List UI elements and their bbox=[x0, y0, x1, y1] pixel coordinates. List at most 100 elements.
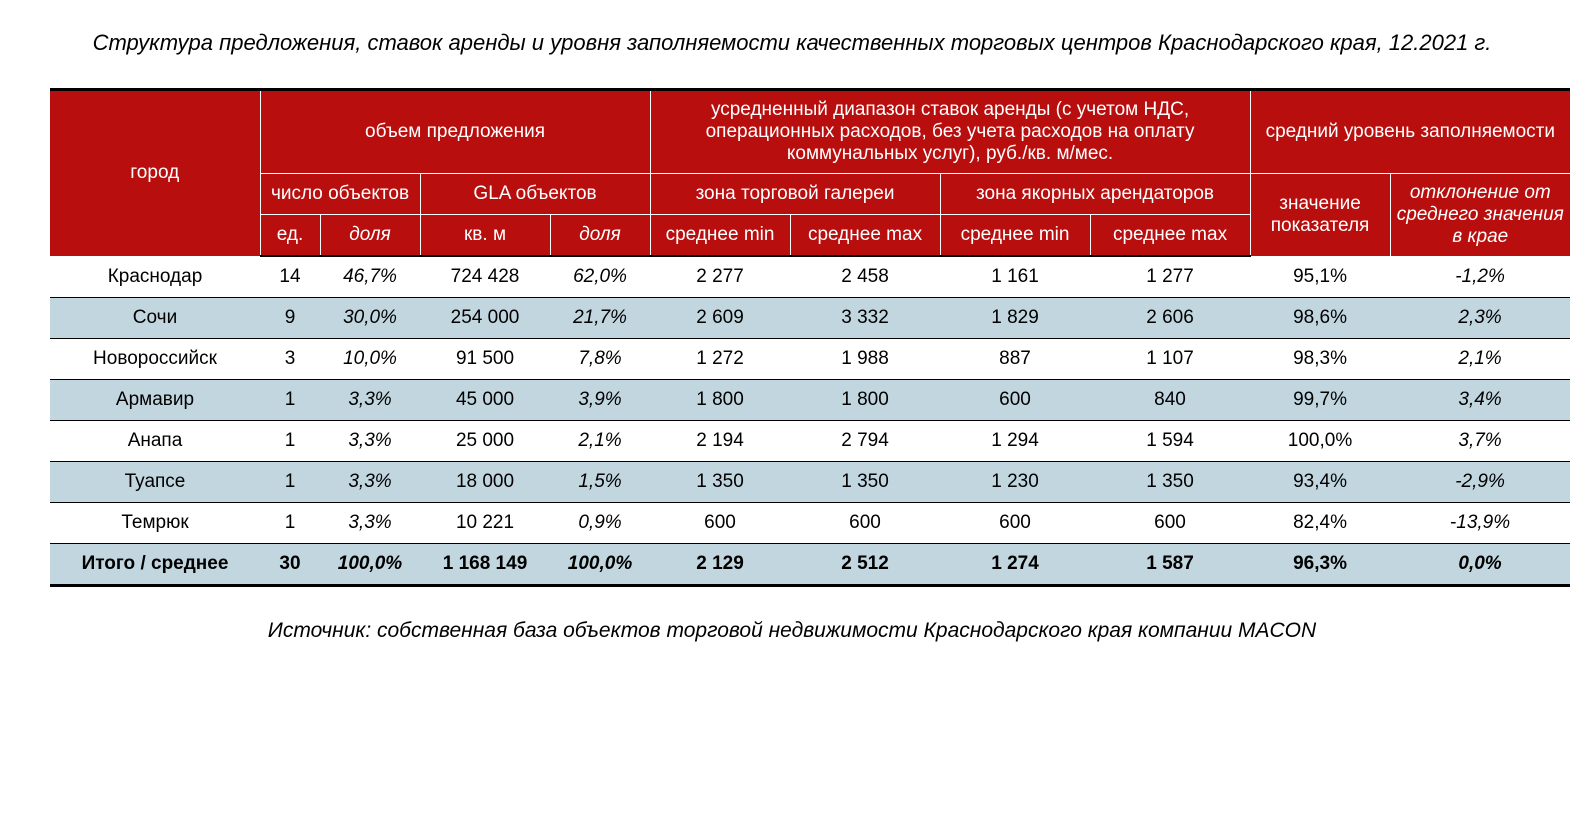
cell-amax: 1 587 bbox=[1090, 544, 1250, 586]
cell-n: 30 bbox=[260, 544, 320, 586]
cell-city: Туапсе bbox=[50, 462, 260, 503]
cell-amin: 1 294 bbox=[940, 421, 1090, 462]
cell-gmax: 3 332 bbox=[790, 298, 940, 339]
cell-amax: 1 107 bbox=[1090, 339, 1250, 380]
cell-amax: 2 606 bbox=[1090, 298, 1250, 339]
th-sqm: кв. м bbox=[420, 214, 550, 256]
cell-gmax: 2 458 bbox=[790, 256, 940, 298]
cell-city: Армавир bbox=[50, 380, 260, 421]
cell-dev: 2,3% bbox=[1390, 298, 1570, 339]
cell-n: 3 bbox=[260, 339, 320, 380]
cell-city: Анапа bbox=[50, 421, 260, 462]
cell-dev: 3,7% bbox=[1390, 421, 1570, 462]
cell-amin: 600 bbox=[940, 503, 1090, 544]
cell-nshare: 3,3% bbox=[320, 421, 420, 462]
cell-amin: 1 161 bbox=[940, 256, 1090, 298]
th-rates: усредненный диапазон ставок аренды (с уч… bbox=[650, 89, 1250, 173]
cell-n: 1 bbox=[260, 462, 320, 503]
cell-glashare: 2,1% bbox=[550, 421, 650, 462]
cell-val: 95,1% bbox=[1250, 256, 1390, 298]
cell-gla: 724 428 bbox=[420, 256, 550, 298]
cell-gla: 18 000 bbox=[420, 462, 550, 503]
cell-val: 82,4% bbox=[1250, 503, 1390, 544]
cell-amin: 1 829 bbox=[940, 298, 1090, 339]
cell-glashare: 100,0% bbox=[550, 544, 650, 586]
th-units: ед. bbox=[260, 214, 320, 256]
table-row: Краснодар1446,7%724 42862,0%2 2772 4581 … bbox=[50, 256, 1570, 298]
th-occupancy: средний уровень заполняемости bbox=[1250, 89, 1570, 173]
page-title: Структура предложения, ставок аренды и у… bbox=[67, 28, 1517, 58]
cell-n: 1 bbox=[260, 421, 320, 462]
cell-glashare: 0,9% bbox=[550, 503, 650, 544]
cell-nshare: 30,0% bbox=[320, 298, 420, 339]
th-avg-min-1: среднее min bbox=[650, 214, 790, 256]
table-row: Темрюк13,3%10 2210,9%60060060060082,4%-1… bbox=[50, 503, 1570, 544]
cell-city: Краснодар bbox=[50, 256, 260, 298]
th-supply: объем предложения bbox=[260, 89, 650, 173]
cell-amin: 600 bbox=[940, 380, 1090, 421]
th-value: значение показателя bbox=[1250, 173, 1390, 256]
th-city: город bbox=[50, 89, 260, 256]
th-share-1: доля bbox=[320, 214, 420, 256]
cell-nshare: 3,3% bbox=[320, 380, 420, 421]
th-share-2: доля bbox=[550, 214, 650, 256]
cell-dev: 2,1% bbox=[1390, 339, 1570, 380]
cell-city: Итого / среднее bbox=[50, 544, 260, 586]
cell-gmin: 2 277 bbox=[650, 256, 790, 298]
cell-gla: 45 000 bbox=[420, 380, 550, 421]
cell-amin: 887 bbox=[940, 339, 1090, 380]
cell-dev: -13,9% bbox=[1390, 503, 1570, 544]
cell-val: 98,3% bbox=[1250, 339, 1390, 380]
cell-gla: 25 000 bbox=[420, 421, 550, 462]
table-header: город объем предложения усредненный диап… bbox=[50, 89, 1570, 256]
th-objects: число объектов bbox=[260, 173, 420, 214]
th-gallery: зона торговой галереи bbox=[650, 173, 940, 214]
cell-gla: 91 500 bbox=[420, 339, 550, 380]
cell-gmax: 2 794 bbox=[790, 421, 940, 462]
data-table: город объем предложения усредненный диап… bbox=[50, 88, 1570, 588]
cell-city: Сочи bbox=[50, 298, 260, 339]
cell-amax: 600 bbox=[1090, 503, 1250, 544]
cell-gmin: 1 272 bbox=[650, 339, 790, 380]
th-gla: GLA объектов bbox=[420, 173, 650, 214]
cell-gmax: 600 bbox=[790, 503, 940, 544]
cell-n: 1 bbox=[260, 380, 320, 421]
table-row: Анапа13,3%25 0002,1%2 1942 7941 2941 594… bbox=[50, 421, 1570, 462]
cell-dev: 0,0% bbox=[1390, 544, 1570, 586]
cell-amax: 1 594 bbox=[1090, 421, 1250, 462]
cell-city: Новороссийск bbox=[50, 339, 260, 380]
th-avg-min-2: среднее min bbox=[940, 214, 1090, 256]
cell-glashare: 1,5% bbox=[550, 462, 650, 503]
th-avg-max-1: среднее max bbox=[790, 214, 940, 256]
cell-gmax: 1 800 bbox=[790, 380, 940, 421]
cell-val: 96,3% bbox=[1250, 544, 1390, 586]
cell-amin: 1 274 bbox=[940, 544, 1090, 586]
cell-gmin: 1 350 bbox=[650, 462, 790, 503]
cell-n: 14 bbox=[260, 256, 320, 298]
cell-gmin: 1 800 bbox=[650, 380, 790, 421]
cell-val: 100,0% bbox=[1250, 421, 1390, 462]
cell-gmax: 2 512 bbox=[790, 544, 940, 586]
cell-dev: -1,2% bbox=[1390, 256, 1570, 298]
cell-amin: 1 230 bbox=[940, 462, 1090, 503]
table-row: Итого / среднее30100,0%1 168 149100,0%2 … bbox=[50, 544, 1570, 586]
cell-n: 1 bbox=[260, 503, 320, 544]
table-row: Туапсе13,3%18 0001,5%1 3501 3501 2301 35… bbox=[50, 462, 1570, 503]
cell-amax: 1 277 bbox=[1090, 256, 1250, 298]
cell-gmin: 2 129 bbox=[650, 544, 790, 586]
cell-val: 98,6% bbox=[1250, 298, 1390, 339]
cell-glashare: 3,9% bbox=[550, 380, 650, 421]
cell-gla: 254 000 bbox=[420, 298, 550, 339]
cell-amax: 840 bbox=[1090, 380, 1250, 421]
cell-glashare: 7,8% bbox=[550, 339, 650, 380]
cell-nshare: 100,0% bbox=[320, 544, 420, 586]
cell-val: 99,7% bbox=[1250, 380, 1390, 421]
cell-gla: 1 168 149 bbox=[420, 544, 550, 586]
cell-city: Темрюк bbox=[50, 503, 260, 544]
th-deviation: отклонение от среднего значения в крае bbox=[1390, 173, 1570, 256]
table-row: Новороссийск310,0%91 5007,8%1 2721 98888… bbox=[50, 339, 1570, 380]
cell-nshare: 3,3% bbox=[320, 503, 420, 544]
cell-gmin: 2 194 bbox=[650, 421, 790, 462]
table-body: Краснодар1446,7%724 42862,0%2 2772 4581 … bbox=[50, 256, 1570, 586]
cell-nshare: 3,3% bbox=[320, 462, 420, 503]
